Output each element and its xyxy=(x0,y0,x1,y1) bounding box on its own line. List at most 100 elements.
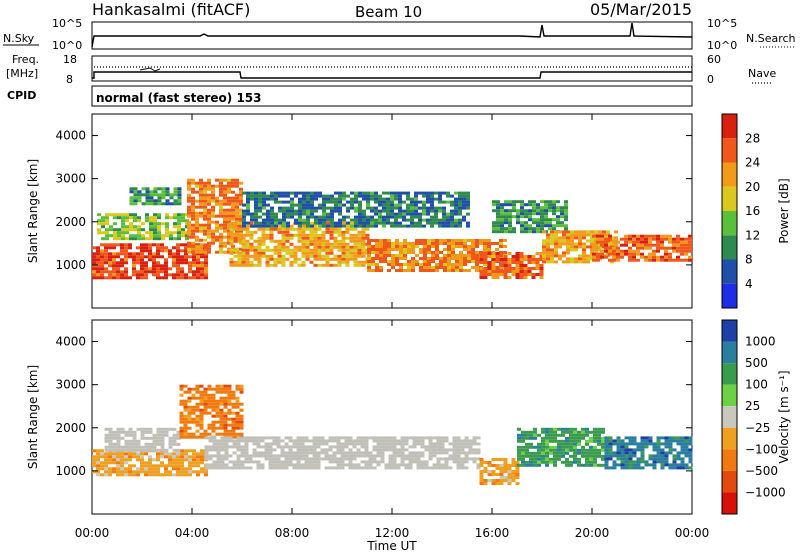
data-cell xyxy=(491,482,496,485)
data-cell xyxy=(242,212,246,216)
data-cell xyxy=(104,427,109,431)
data-cell xyxy=(487,261,492,264)
data-cell xyxy=(237,224,242,228)
data-cell xyxy=(585,427,589,431)
data-cell xyxy=(578,254,582,258)
data-cell xyxy=(199,432,204,436)
data-cell xyxy=(286,194,290,198)
data-cell xyxy=(161,202,166,206)
data-cell xyxy=(286,206,290,210)
data-cell xyxy=(128,243,132,247)
data-cell xyxy=(371,269,375,272)
data-cell xyxy=(203,202,207,206)
data-cell xyxy=(459,266,463,269)
velocity-colorbar-label: Velocity [m s⁻¹] xyxy=(777,370,791,463)
data-cell xyxy=(219,178,223,182)
data-cell xyxy=(422,218,426,222)
data-cell xyxy=(644,436,649,440)
data-cell xyxy=(503,270,508,273)
data-cell xyxy=(507,270,512,273)
data-cell xyxy=(281,227,286,231)
data-cell xyxy=(366,194,370,198)
data-cell xyxy=(260,466,265,470)
data-cell xyxy=(529,442,533,446)
data-cell xyxy=(187,184,191,188)
data-cell xyxy=(479,470,484,473)
data-cell xyxy=(402,215,406,219)
data-cell xyxy=(245,227,250,231)
data-cell xyxy=(262,194,266,198)
data-cell xyxy=(640,451,645,455)
data-cell xyxy=(500,209,504,213)
data-cell xyxy=(456,439,461,443)
data-cell xyxy=(252,439,257,443)
data-cell xyxy=(302,200,306,204)
data-cell xyxy=(487,273,492,276)
data-cell xyxy=(176,464,180,468)
data-cell xyxy=(411,263,415,266)
data-cell xyxy=(204,246,208,250)
data-cell xyxy=(309,227,314,231)
data-cell xyxy=(536,221,540,225)
data-cell xyxy=(203,217,207,221)
data-cell xyxy=(207,241,211,245)
data-cell xyxy=(232,442,237,446)
data-cell xyxy=(164,473,168,477)
data-cell xyxy=(420,463,425,467)
data-cell xyxy=(237,236,242,240)
data-cell xyxy=(296,439,301,443)
data-cell xyxy=(191,387,196,391)
data-cell xyxy=(608,457,613,461)
data-cell xyxy=(585,442,589,446)
data-cell xyxy=(640,439,645,443)
data-cell xyxy=(458,221,462,225)
data-cell xyxy=(245,230,250,234)
data-cell xyxy=(495,479,500,482)
data-cell xyxy=(418,206,422,210)
data-cell xyxy=(503,458,508,461)
data-cell xyxy=(245,260,250,264)
data-cell xyxy=(304,463,309,467)
data-cell xyxy=(211,232,215,236)
data-cell xyxy=(309,242,314,246)
data-cell xyxy=(358,221,362,225)
data-cell xyxy=(616,240,620,244)
data-cell xyxy=(376,454,381,458)
data-cell xyxy=(573,433,577,437)
data-cell xyxy=(176,452,180,456)
data-cell xyxy=(499,261,504,264)
data-cell xyxy=(317,251,322,255)
data-cell xyxy=(517,457,521,461)
data-cell xyxy=(239,414,244,418)
data-cell xyxy=(112,264,116,268)
data-cell xyxy=(227,211,231,215)
data-cell xyxy=(496,221,500,225)
data-cell xyxy=(443,269,447,272)
data-cell xyxy=(491,270,496,273)
data-cell xyxy=(608,234,612,238)
data-cell xyxy=(523,273,528,276)
data-cell xyxy=(280,451,285,455)
freq-tick-top: 18 xyxy=(63,53,77,66)
data-cell xyxy=(195,390,200,394)
data-cell xyxy=(507,479,512,482)
data-cell xyxy=(105,234,109,238)
data-cell xyxy=(364,466,369,470)
data-cell xyxy=(191,178,195,182)
data-cell xyxy=(593,448,597,452)
data-cell xyxy=(604,246,608,250)
data-cell xyxy=(302,194,306,198)
data-cell xyxy=(92,258,96,262)
data-cell xyxy=(219,399,224,403)
data-cell xyxy=(519,264,524,267)
data-cell xyxy=(322,206,326,210)
data-cell xyxy=(200,449,204,453)
data-cell xyxy=(310,212,314,216)
data-cell xyxy=(249,260,254,264)
data-cell xyxy=(136,270,140,274)
data-cell xyxy=(328,448,333,452)
data-cell xyxy=(215,238,219,242)
data-cell xyxy=(601,442,605,446)
data-cell xyxy=(274,200,278,204)
data-cell xyxy=(252,460,257,464)
